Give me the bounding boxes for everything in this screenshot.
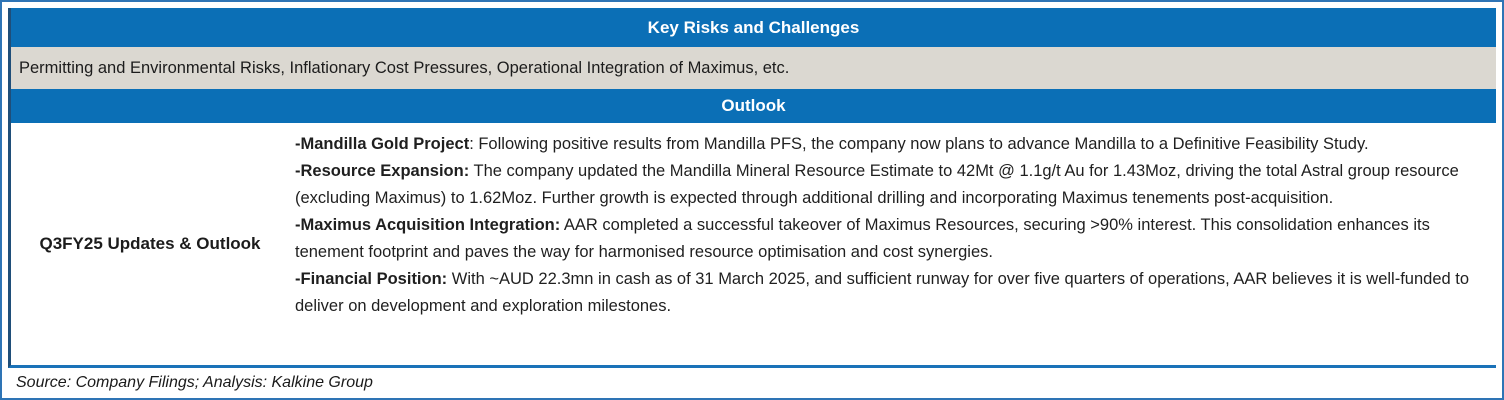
outlook-row-label-text: Q3FY25 Updates & Outlook	[39, 234, 261, 253]
outlook-item-mandilla: -Mandilla Gold Project: Following positi…	[295, 131, 1484, 158]
key-risks-header-label: Key Risks and Challenges	[647, 17, 860, 37]
key-risks-header: Key Risks and Challenges	[11, 8, 1496, 47]
outlook-item-financial-lead: -Financial Position:	[295, 270, 448, 288]
source-note-text: Source: Company Filings; Analysis: Kalki…	[16, 374, 373, 391]
outlook-row-label: Q3FY25 Updates & Outlook	[11, 123, 289, 365]
outlook-item-resource-lead: -Resource Expansion:	[295, 162, 470, 180]
risks-row: Permitting and Environmental Risks, Infl…	[11, 47, 1496, 89]
outlook-item-mandilla-body: : Following positive results from Mandil…	[469, 135, 1369, 153]
outlook-item-maximus-lead: -Maximus Acquisition Integration:	[295, 216, 561, 234]
outlook-item-resource-body: The company updated the Mandilla Mineral…	[295, 162, 1459, 207]
outlook-content-row: Q3FY25 Updates & Outlook -Mandilla Gold …	[11, 123, 1496, 365]
risks-text: Permitting and Environmental Risks, Infl…	[19, 58, 790, 77]
outlook-item-resource: -Resource Expansion: The company updated…	[295, 158, 1484, 212]
source-note: Source: Company Filings; Analysis: Kalki…	[8, 368, 1494, 398]
outlook-item-maximus-body: AAR completed a successful takeover of M…	[295, 216, 1430, 261]
outlook-header-label: Outlook	[721, 96, 786, 115]
outlook-table: Key Risks and Challenges Permitting and …	[8, 8, 1496, 368]
outlook-item-mandilla-lead: -Mandilla Gold Project	[295, 135, 470, 153]
outlook-details: -Mandilla Gold Project: Following positi…	[289, 123, 1496, 365]
outlook-item-financial: -Financial Position: With ~AUD 22.3mn in…	[295, 266, 1484, 320]
outlook-item-maximus: -Maximus Acquisition Integration: AAR co…	[295, 212, 1484, 266]
outlook-item-financial-body: With ~AUD 22.3mn in cash as of 31 March …	[295, 270, 1470, 315]
outlook-header: Outlook	[11, 89, 1496, 123]
